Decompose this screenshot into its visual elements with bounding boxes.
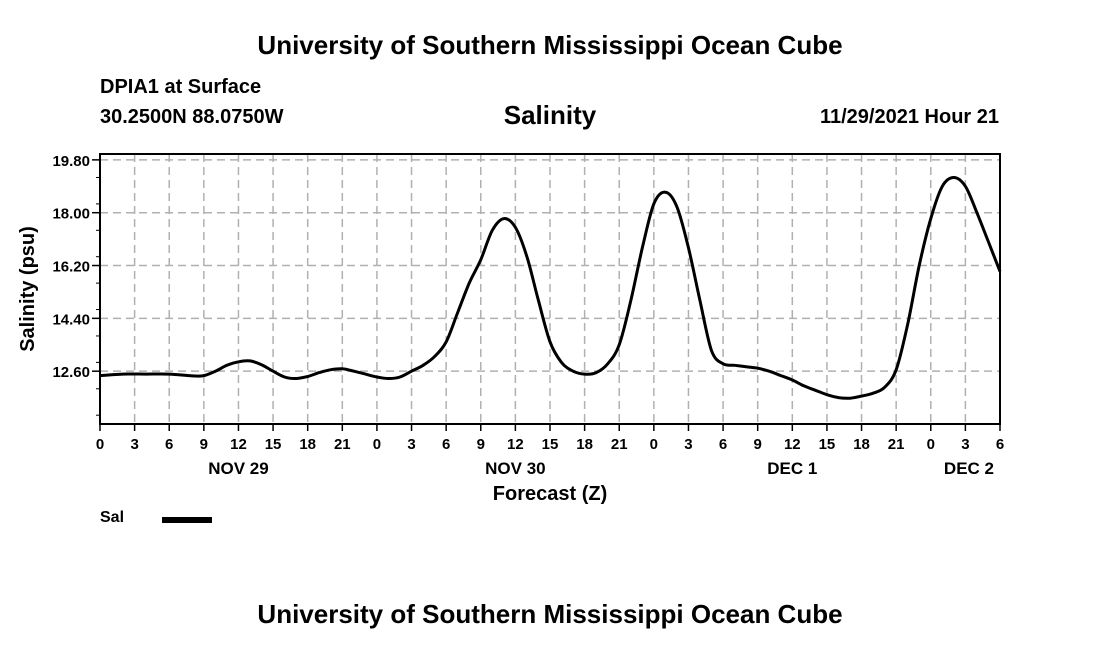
x-tick-label: 0	[650, 436, 658, 453]
y-tick-label: 19.80	[52, 153, 90, 170]
date-label: NOV 29	[208, 459, 268, 478]
x-tick-label: 18	[299, 436, 316, 453]
x-tick-label: 6	[165, 436, 173, 453]
x-tick-label: 3	[130, 436, 138, 453]
x-tick-label: 9	[477, 436, 485, 453]
x-tick-label: 9	[754, 436, 762, 453]
x-tick-label: 15	[819, 436, 836, 453]
x-tick-label: 6	[442, 436, 450, 453]
grid-lines	[100, 154, 1000, 424]
x-tick-label: 9	[200, 436, 208, 453]
chart-title: Salinity	[503, 100, 597, 130]
y-tick-label: 16.20	[52, 259, 90, 276]
x-tick-label: 15	[265, 436, 282, 453]
x-tick-label: 6	[996, 436, 1004, 453]
x-tick-label: 12	[507, 436, 524, 453]
station-label: DPIA1 at Surface	[100, 76, 262, 98]
x-tick-label: 6	[719, 436, 727, 453]
x-tick-label: 21	[334, 436, 351, 453]
x-tick-label: 21	[888, 436, 905, 453]
y-tick-label: 14.40	[52, 311, 90, 328]
x-tick-label: 15	[542, 436, 559, 453]
x-axis: 0 3 6 9 12 15 18 21 0 3 6 9 12 15 18 21 0 3 6 9 12 15 18 21 0 3 6 N…	[96, 424, 1004, 478]
x-tick-label: 0	[373, 436, 381, 453]
legend-label: Sal	[100, 509, 125, 526]
x-tick-label: 21	[611, 436, 628, 453]
x-tick-label: 18	[576, 436, 593, 453]
forecast-timestamp: 11/29/2021 Hour 21	[819, 106, 999, 128]
y-tick-label: 12.60	[52, 364, 90, 381]
x-tick-label: 12	[784, 436, 801, 453]
y-axis-label: Salinity (psu)	[17, 226, 39, 352]
date-label: DEC 1	[767, 459, 817, 478]
x-tick-label: 0	[927, 436, 935, 453]
legend-swatch	[162, 517, 212, 523]
station-coordinates: 30.2500N 88.0750W	[100, 106, 284, 128]
footer-title: University of Southern Mississippi Ocean…	[257, 599, 843, 629]
date-label: NOV 30	[485, 459, 545, 478]
x-tick-label: 3	[407, 436, 415, 453]
y-tick-label: 18.00	[52, 206, 90, 223]
x-tick-label: 18	[853, 436, 870, 453]
x-tick-label: 3	[961, 436, 969, 453]
x-tick-label: 3	[684, 436, 692, 453]
series-line-sal	[99, 176, 1002, 400]
y-axis: 19.80 18.00 16.20 14.40 12.60	[52, 153, 100, 416]
date-label: DEC 2	[944, 459, 994, 478]
x-tick-label: 0	[96, 436, 104, 453]
x-tick-label: 12	[230, 436, 247, 453]
x-axis-label: Forecast (Z)	[493, 483, 607, 505]
page-title: University of Southern Mississippi Ocean…	[257, 30, 843, 60]
